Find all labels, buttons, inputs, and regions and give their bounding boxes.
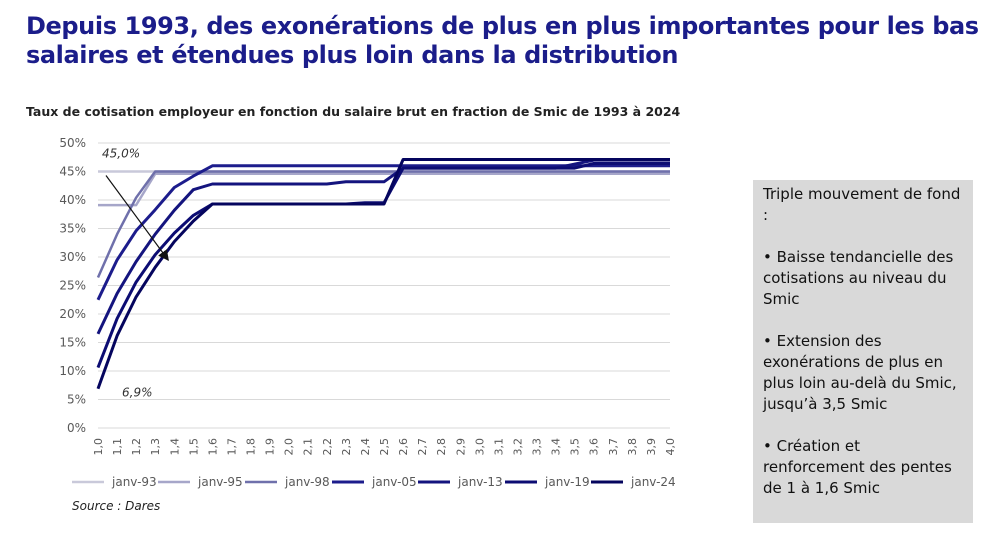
series-line-janv-98	[96, 170, 670, 279]
x-tick-label: 3,6	[588, 438, 601, 456]
x-tick-label: 1,3	[149, 438, 162, 456]
y-tick-label: 30%	[59, 250, 86, 264]
x-tick-label: 1,8	[245, 438, 258, 456]
key-points-intro: Triple mouvement de fond :	[763, 185, 961, 224]
x-tick-label: 3,1	[492, 438, 505, 456]
key-point-2: • Extension des exonérations de plus en …	[763, 332, 957, 413]
series-line-janv-13	[96, 158, 670, 335]
trend-arrow	[105, 175, 169, 262]
page-title: Depuis 1993, des exonérations de plus en…	[26, 12, 979, 69]
key-point-3: • Création et renforcement des pentes de…	[763, 437, 952, 497]
legend-label: janv-19	[544, 475, 590, 489]
chart-title: Taux de cotisation employeur en fonction…	[26, 104, 681, 119]
x-tick-label: 3,0	[473, 438, 486, 456]
y-tick-label: 25%	[59, 279, 86, 293]
legend-label: janv-95	[197, 475, 243, 489]
x-tick-label: 2,8	[435, 438, 448, 456]
x-tick-label: 2,2	[321, 438, 334, 456]
annotation-label: 6,9%	[122, 386, 153, 400]
x-tick-label: 1,7	[225, 438, 238, 456]
y-tick-label: 5%	[67, 393, 86, 407]
y-tick-label: 45%	[59, 165, 86, 179]
x-tick-label: 3,2	[511, 438, 524, 456]
x-tick-label: 4,0	[664, 438, 677, 456]
x-tick-label: 3,4	[550, 438, 563, 456]
x-tick-label: 2,7	[416, 438, 429, 456]
y-tick-label: 20%	[59, 307, 86, 321]
legend-label: janv-05	[371, 475, 417, 489]
x-tick-label: 1,4	[168, 438, 181, 456]
key-points-box: Triple mouvement de fond : • Baisse tend…	[753, 180, 973, 523]
series-line-janv-19	[96, 162, 670, 369]
x-tick-label: 1,2	[130, 438, 143, 456]
x-tick-label: 2,4	[359, 438, 372, 456]
y-tick-label: 15%	[59, 336, 86, 350]
y-tick-label: 0%	[67, 421, 86, 435]
y-tick-label: 50%	[59, 136, 86, 150]
y-tick-label: 10%	[59, 364, 86, 378]
key-point-1: • Baisse tendancielle des cotisations au…	[763, 248, 954, 308]
x-tick-label: 1,6	[206, 438, 219, 456]
x-tick-label: 2,3	[340, 438, 353, 456]
x-tick-label: 3,7	[607, 438, 620, 456]
x-tick-label: 2,6	[397, 438, 410, 456]
x-tick-label: 3,3	[531, 438, 544, 456]
x-tick-label: 3,8	[626, 438, 639, 456]
x-tick-label: 2,9	[454, 438, 467, 456]
legend-label: janv-93	[111, 475, 157, 489]
annotation-label: 45,0%	[102, 147, 140, 161]
x-tick-label: 3,5	[569, 438, 582, 456]
x-tick-label: 2,1	[302, 438, 315, 456]
series-line-janv-24	[96, 158, 670, 390]
x-tick-label: 1,0	[92, 438, 105, 456]
x-tick-label: 1,9	[264, 438, 277, 456]
legend-label: janv-98	[284, 475, 330, 489]
legend-label: janv-13	[457, 475, 503, 489]
x-tick-label: 1,5	[187, 438, 200, 456]
x-tick-label: 2,0	[283, 438, 296, 456]
x-tick-label: 1,1	[111, 438, 124, 456]
legend-label: janv-24	[630, 475, 676, 489]
y-tick-label: 35%	[59, 222, 86, 236]
series-line-janv-95	[98, 172, 670, 207]
x-tick-label: 2,5	[378, 438, 391, 456]
y-tick-label: 40%	[59, 193, 86, 207]
series-line-janv-05	[96, 164, 670, 301]
x-tick-label: 3,9	[645, 438, 658, 456]
source-note: Source : Dares	[72, 499, 161, 513]
